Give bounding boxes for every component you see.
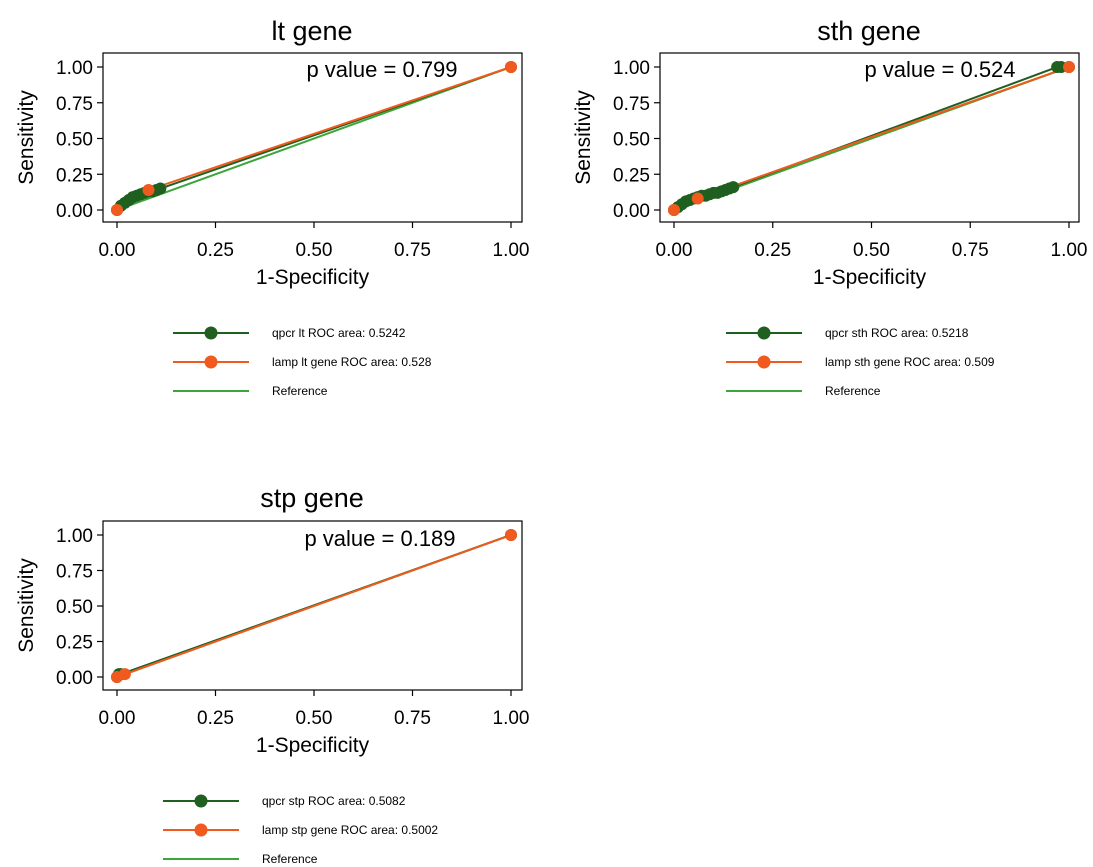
p-value-annotation: p value = 0.524: [864, 57, 1015, 82]
plot-frame: [102, 52, 523, 223]
p-value-annotation: p value = 0.189: [304, 526, 455, 551]
legend-marker: [204, 355, 218, 369]
x-tick-label: 0.50: [853, 240, 890, 261]
y-tick-label: 0.25: [56, 165, 93, 186]
y-tick-label: 0.50: [56, 597, 93, 618]
p-value-annotation: p value = 0.799: [306, 57, 457, 82]
legend-label: qpcr lt ROC area: 0.5242: [272, 326, 406, 340]
data-point: [505, 529, 517, 541]
data-point: [505, 61, 517, 73]
y-axis-label: Sensitivity: [572, 90, 595, 185]
x-tick-label: 1.00: [493, 240, 530, 261]
plot-frame: [659, 52, 1080, 223]
chart-title: lt gene: [271, 16, 352, 46]
x-axis-label: 1-Specificity: [256, 734, 370, 757]
y-tick-label: 0.50: [613, 130, 650, 151]
y-tick-label: 0.00: [56, 201, 93, 222]
x-tick-label: 0.75: [394, 240, 431, 261]
legend-label: lamp lt gene ROC area: 0.528: [272, 355, 432, 369]
x-tick-label: 0.25: [197, 708, 234, 729]
legend-label: qpcr sth ROC area: 0.5218: [825, 326, 969, 340]
data-point: [1063, 61, 1075, 73]
chart-panel-1: lt gene 0.00 0.25 0.50 0.75 1.00 0.00 0.25 0.50 0…: [15, 16, 529, 398]
legend-label: Reference: [825, 384, 881, 398]
legend-label: Reference: [262, 852, 318, 866]
x-tick-label: 1.00: [1051, 240, 1088, 261]
legend: qpcr lt ROC area: 0.5242 lamp lt gene ROC…: [173, 326, 432, 398]
legend: qpcr stp ROC area: 0.5082 lamp stp gene R…: [163, 794, 438, 866]
data-point: [118, 668, 131, 681]
y-tick-label: 0.75: [56, 94, 93, 115]
y-tick-label: 0.25: [56, 633, 93, 654]
y-tick-label: 0.00: [56, 668, 93, 689]
y-axis-label: Sensitivity: [15, 90, 38, 185]
x-tick-label: 0.25: [754, 240, 791, 261]
legend-label: lamp sth gene ROC area: 0.509: [825, 355, 995, 369]
x-axis-label: 1-Specificity: [813, 266, 927, 289]
y-tick-label: 1.00: [56, 58, 93, 79]
data-point: [111, 204, 123, 216]
legend-marker: [757, 326, 771, 340]
x-tick-label: 0.25: [197, 240, 234, 261]
x-tick-label: 0.50: [296, 240, 333, 261]
y-tick-label: 0.00: [613, 201, 650, 222]
y-tick-label: 1.00: [613, 58, 650, 79]
y-tick-label: 1.00: [56, 526, 93, 547]
x-tick-label: 0.00: [99, 708, 136, 729]
legend-marker: [204, 326, 218, 340]
x-tick-label: 0.00: [656, 240, 693, 261]
chart-panel-3: stp gene 0.00 0.25 0.50 0.75 1.00 0.00 0.25 0.50…: [15, 483, 529, 866]
data-point: [154, 182, 167, 195]
legend-label: qpcr stp ROC area: 0.5082: [262, 794, 406, 808]
legend-marker: [194, 823, 208, 837]
y-tick-label: 0.50: [56, 130, 93, 151]
y-tick-label: 0.75: [613, 94, 650, 115]
chart-panel-2: sth gene 0.00 0.25 0.50 0.75 1.00 0.00 0.25 0.50…: [572, 16, 1087, 398]
x-tick-label: 0.75: [952, 240, 989, 261]
data-point: [142, 183, 155, 196]
legend-label: Reference: [272, 384, 328, 398]
data-point: [668, 204, 680, 216]
x-tick-label: 0.75: [394, 708, 431, 729]
data-point: [727, 181, 740, 194]
y-tick-label: 0.75: [56, 562, 93, 583]
series-line-2: [116, 534, 512, 678]
x-tick-label: 0.00: [99, 240, 136, 261]
chart-title: sth gene: [817, 16, 921, 46]
y-tick-label: 0.25: [613, 165, 650, 186]
legend-marker: [757, 355, 771, 369]
x-tick-label: 1.00: [493, 708, 530, 729]
chart-title: stp gene: [260, 483, 364, 513]
legend-label: lamp stp gene ROC area: 0.5002: [262, 823, 438, 837]
legend-marker: [194, 794, 208, 808]
x-tick-label: 0.50: [296, 708, 333, 729]
y-axis-label: Sensitivity: [15, 558, 38, 653]
legend: qpcr sth ROC area: 0.5218 lamp sth gene R…: [726, 326, 995, 398]
data-point: [691, 192, 704, 205]
x-axis-label: 1-Specificity: [256, 266, 370, 289]
series-line-3: [116, 66, 512, 211]
